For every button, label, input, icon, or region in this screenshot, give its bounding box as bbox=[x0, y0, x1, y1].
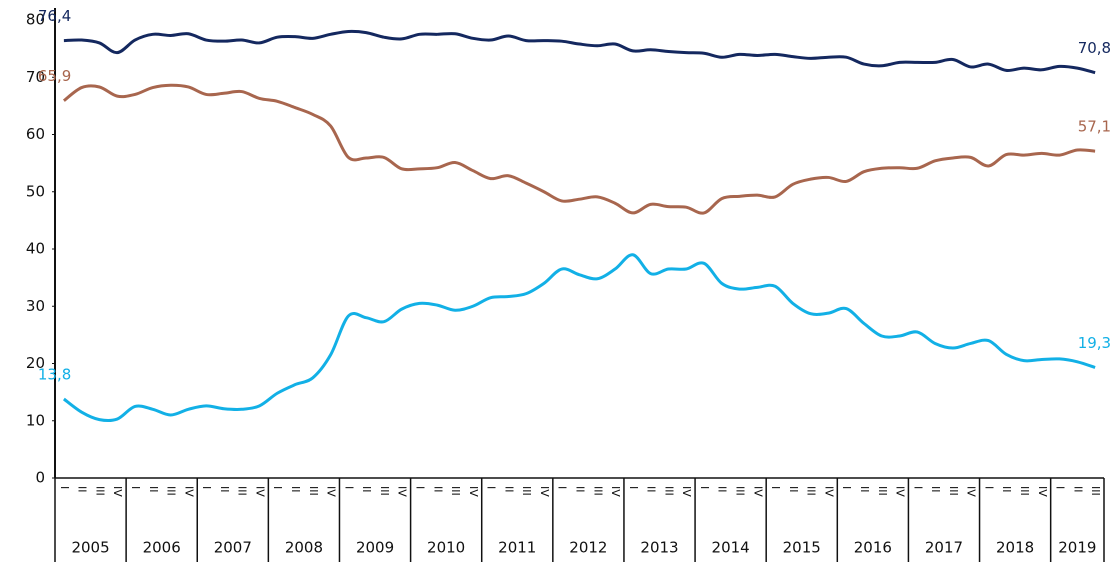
x-tick-label: II bbox=[929, 486, 942, 493]
x-tick-label: II bbox=[787, 486, 800, 493]
x-tick-label: II bbox=[858, 486, 871, 493]
x-tick-label: IV bbox=[253, 486, 266, 497]
x-tick-label: II bbox=[502, 486, 515, 493]
x-tick-label: II bbox=[574, 486, 587, 493]
x-tick-label: III bbox=[378, 486, 391, 496]
y-tick-label: 80 bbox=[26, 11, 45, 29]
x-tick-label: II bbox=[147, 486, 160, 493]
x-tick-label: IV bbox=[609, 486, 622, 497]
year-label: 2005 bbox=[71, 539, 109, 557]
data-label: 65,9 bbox=[38, 67, 71, 85]
y-tick-label: 50 bbox=[26, 182, 45, 200]
x-tick-label: III bbox=[662, 486, 675, 496]
x-tick-label: IV bbox=[751, 486, 764, 497]
y-tick-label: 0 bbox=[35, 469, 45, 487]
x-tick-label: I bbox=[58, 486, 71, 489]
x-tick-label: IV bbox=[965, 486, 978, 497]
x-tick-label: IV bbox=[1036, 486, 1049, 497]
x-tick-label: II bbox=[360, 486, 373, 493]
x-tick-label: II bbox=[645, 486, 658, 493]
x-tick-label: III bbox=[734, 486, 747, 496]
x-tick-label: I bbox=[769, 486, 782, 489]
x-tick-label: III bbox=[93, 486, 106, 496]
x-tick-label: I bbox=[200, 486, 213, 489]
x-tick-label: III bbox=[165, 486, 178, 496]
data-label: 57,1 bbox=[1078, 118, 1111, 136]
year-label: 2018 bbox=[996, 539, 1034, 557]
year-label: 2011 bbox=[498, 539, 536, 557]
y-tick-label: 60 bbox=[26, 125, 45, 143]
year-label: 2012 bbox=[569, 539, 607, 557]
x-tick-label: I bbox=[1054, 486, 1067, 489]
year-label: 2015 bbox=[783, 539, 821, 557]
year-label: 2007 bbox=[214, 539, 252, 557]
x-tick-label: I bbox=[342, 486, 355, 489]
year-label: 2016 bbox=[854, 539, 892, 557]
y-tick-label: 10 bbox=[26, 411, 45, 429]
year-label: 2013 bbox=[640, 539, 678, 557]
x-tick-label: I bbox=[556, 486, 569, 489]
series-line bbox=[62, 253, 1096, 423]
x-tick-label: IV bbox=[538, 486, 551, 497]
x-tick-label: I bbox=[129, 486, 142, 489]
x-tick-label: IV bbox=[182, 486, 195, 497]
x-tick-label: I bbox=[413, 486, 426, 489]
x-tick-label: IV bbox=[680, 486, 693, 497]
x-tick-label: III bbox=[307, 486, 320, 496]
year-label: 2006 bbox=[143, 539, 181, 557]
x-tick-label: I bbox=[982, 486, 995, 489]
x-tick-label: III bbox=[1018, 486, 1031, 496]
x-tick-label: I bbox=[485, 486, 498, 489]
y-tick-label: 20 bbox=[26, 354, 45, 372]
x-tick-label: IV bbox=[467, 486, 480, 497]
x-tick-label: III bbox=[947, 486, 960, 496]
year-label: 2014 bbox=[712, 539, 750, 557]
x-tick-label: III bbox=[805, 486, 818, 496]
year-label: 2017 bbox=[925, 539, 963, 557]
year-label: 2019 bbox=[1058, 539, 1096, 557]
x-tick-label: III bbox=[449, 486, 462, 496]
y-tick-label: 30 bbox=[26, 297, 45, 315]
x-tick-label: I bbox=[627, 486, 640, 489]
year-label: 2010 bbox=[427, 539, 465, 557]
x-tick-label: II bbox=[289, 486, 302, 493]
x-tick-label: III bbox=[236, 486, 249, 496]
x-tick-label: I bbox=[271, 486, 284, 489]
data-label: 76,4 bbox=[38, 7, 71, 25]
x-tick-label: IV bbox=[396, 486, 409, 497]
year-label: 2008 bbox=[285, 539, 323, 557]
x-tick-label: IV bbox=[325, 486, 338, 497]
x-tick-label: II bbox=[1071, 486, 1084, 493]
data-label: 70,8 bbox=[1078, 39, 1111, 57]
x-tick-label: II bbox=[716, 486, 729, 493]
x-tick-label: III bbox=[876, 486, 889, 496]
series-line bbox=[62, 83, 1096, 215]
x-tick-label: IV bbox=[894, 486, 907, 497]
x-tick-label: III bbox=[520, 486, 533, 496]
data-label: 19,3 bbox=[1078, 334, 1111, 352]
x-tick-label: II bbox=[76, 486, 89, 493]
x-tick-label: IV bbox=[822, 486, 835, 497]
x-tick-label: II bbox=[431, 486, 444, 493]
x-tick-label: I bbox=[840, 486, 853, 489]
x-tick-label: III bbox=[591, 486, 604, 496]
series-line bbox=[63, 29, 1096, 75]
x-tick-label: III bbox=[1089, 486, 1102, 496]
x-tick-label: II bbox=[1000, 486, 1013, 493]
x-tick-label: I bbox=[911, 486, 924, 489]
y-tick-label: 40 bbox=[26, 240, 45, 258]
data-label: 13,8 bbox=[38, 365, 71, 383]
x-tick-label: II bbox=[218, 486, 231, 493]
x-tick-label: IV bbox=[111, 486, 124, 497]
x-tick-label: I bbox=[698, 486, 711, 489]
y-tick-label: 70 bbox=[26, 68, 45, 86]
year-label: 2009 bbox=[356, 539, 394, 557]
